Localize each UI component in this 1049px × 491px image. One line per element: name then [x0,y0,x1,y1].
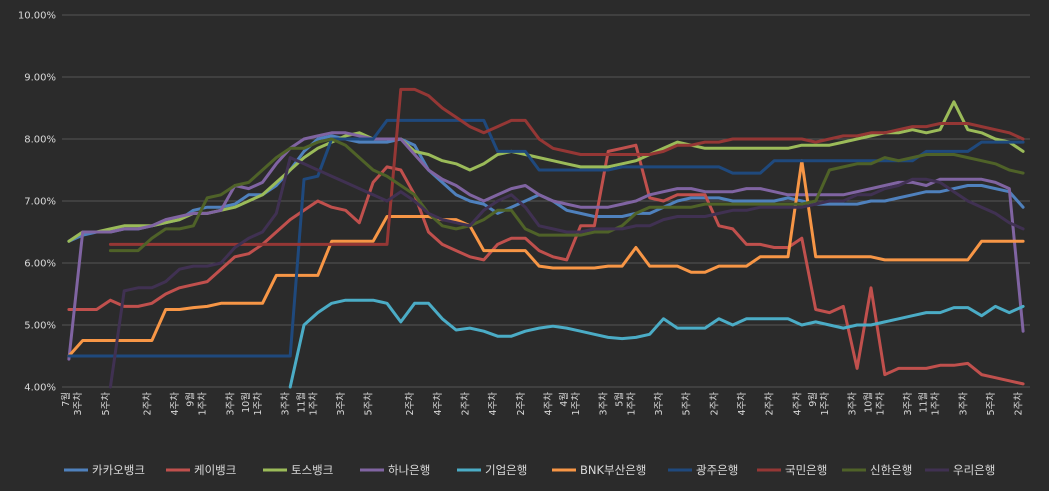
y-axis-ticks: 4.00% 5.00% 6.00% 7.00% 8.00% 9.00% 10.00% [18,11,56,394]
x-tick-label: 2주차 [1013,392,1025,416]
x-tick-label: 3주차 [902,392,914,416]
x-tick-label: 2주차 [708,392,720,416]
y-tick-label: 5.00% [24,321,56,332]
legend-label: 토스뱅크 [291,463,333,477]
x-tick-label: 5주차 [100,392,112,416]
x-tick-label: 2주차 [459,392,471,416]
x-tick-label: 4주차 [542,392,554,416]
series-line-9 [108,156,1025,389]
x-tick-label: 5주차 [985,392,997,416]
x-tick-label: 3주차 [72,392,84,416]
series-line-3 [67,131,1025,361]
x-tick-label: 11월 [918,392,930,413]
legend-label: 광주은행 [696,463,738,477]
x-tick-label: 3주차 [335,392,347,416]
series-lines [67,87,1025,389]
series-line-6 [67,118,1025,358]
x-tick-label: 4주차 [169,392,181,416]
gridlines [62,14,1030,388]
x-tick-label: 3주차 [598,392,610,416]
series-line-5 [67,159,1025,358]
x-tick-label: 10월 [240,392,252,413]
x-tick-label: 2주차 [404,392,416,416]
x-tick-label: 5주차 [681,392,693,416]
y-tick-label: 9.00% [24,73,56,84]
series-line-1 [67,143,1025,386]
series-line-8 [108,137,1025,253]
x-tick-label: 4주차 [791,392,803,416]
y-tick-label: 7.00% [24,197,56,208]
x-tick-label: 1주차 [252,392,264,416]
x-tick-label: 4주차 [487,392,499,416]
x-tick-label: 2주차 [141,392,153,416]
x-tick-label: 2주차 [515,392,527,416]
x-tick-label: 2주차 [764,392,776,416]
legend: 카카오뱅크 케이뱅크 토스뱅크 하나은행 기업은행 BNK부산은행 광주은행 국민은행 신한은행… [64,463,995,477]
x-tick-label: 1주차 [197,392,209,416]
legend-label: 카카오뱅크 [92,463,145,477]
y-tick-label: 8.00% [24,135,56,146]
x-tick-label: 11월 [295,392,307,413]
legend-label: 국민은행 [785,463,827,477]
x-tick-label: 3주차 [224,392,236,416]
x-tick-label: 3주차 [653,392,665,416]
legend-label: 신한은행 [870,463,912,477]
x-tick-label: 1주차 [307,392,319,416]
x-tick-label: 9월 [807,392,819,407]
x-tick-label: 10월 [862,392,874,413]
x-tick-label: 5주차 [363,392,375,416]
x-tick-label: 1주차 [819,392,831,416]
x-tick-label: 9월 [185,392,197,407]
y-tick-label: 10.00% [18,11,56,22]
x-tick-label: 1주차 [570,392,582,416]
legend-label: 하나은행 [388,463,430,477]
series-line-7 [108,87,1025,246]
x-tick-label: 4주차 [736,392,748,416]
series-line-2 [67,100,1025,243]
legend-label: 우리은행 [953,463,995,477]
x-tick-label: 4월 [558,392,570,407]
x-tick-label: 3주차 [957,392,969,416]
legend-label: 기업은행 [485,463,527,477]
y-tick-label: 4.00% [24,383,56,394]
x-tick-label: 7월 [60,392,72,407]
x-tick-label: 1주차 [930,392,942,416]
x-tick-label: 5월 [613,392,625,407]
legend-label: BNK부산은행 [580,463,646,477]
y-tick-label: 6.00% [24,259,56,270]
x-tick-label: 3주차 [280,392,292,416]
x-tick-label: 3주차 [847,392,859,416]
x-tick-label: 1주차 [874,392,886,416]
x-tick-label: 4주차 [432,392,444,416]
series-line-4 [288,298,1025,389]
x-tick-label: 1주차 [625,392,637,416]
legend-label: 케이뱅크 [194,463,236,477]
